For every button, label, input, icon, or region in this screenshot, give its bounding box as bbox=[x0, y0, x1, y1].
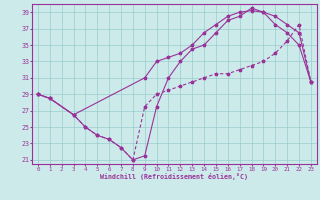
X-axis label: Windchill (Refroidissement éolien,°C): Windchill (Refroidissement éolien,°C) bbox=[100, 173, 248, 180]
